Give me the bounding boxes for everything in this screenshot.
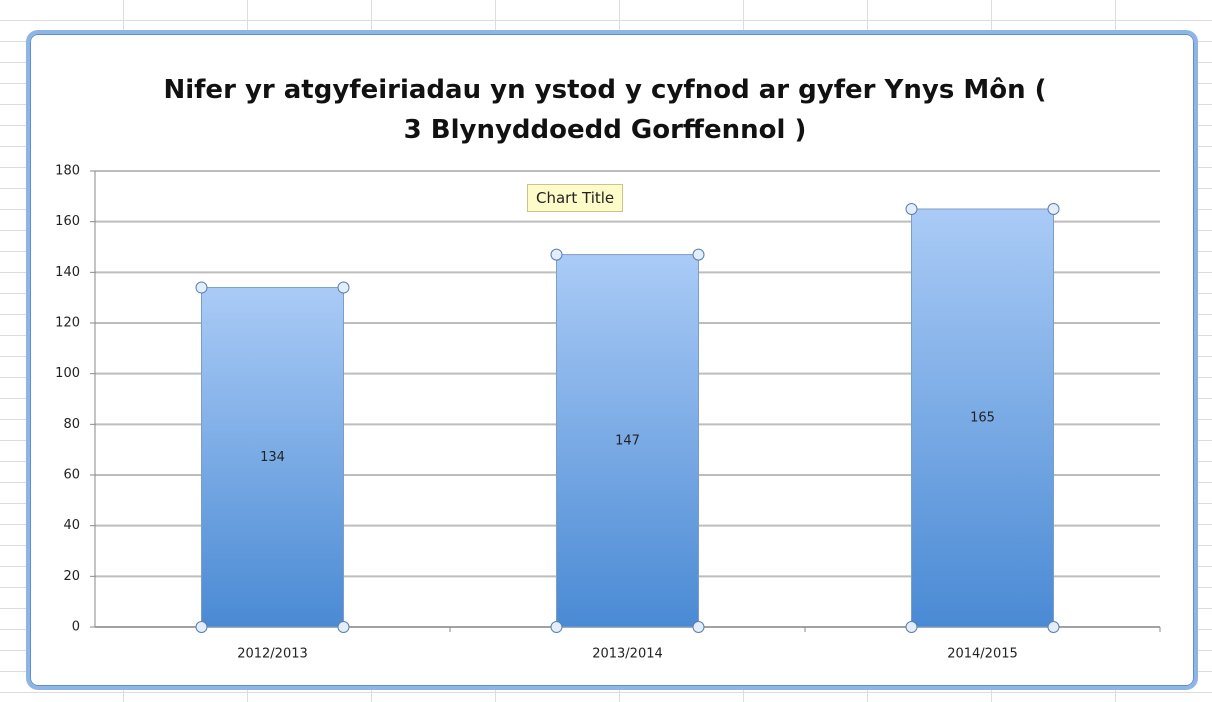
selection-handle — [337, 281, 350, 294]
bar — [556, 254, 699, 628]
selection-handle — [692, 621, 705, 633]
y-tick-label: 60 — [63, 468, 80, 483]
y-tick-label: 140 — [55, 265, 80, 280]
y-tick-label: 160 — [55, 214, 80, 229]
data-label: 134 — [260, 450, 285, 465]
y-tick-label: 100 — [55, 366, 80, 381]
selection-handle — [905, 203, 918, 215]
x-tick-label: 2013/2014 — [592, 647, 663, 662]
selection-handle — [195, 621, 208, 633]
x-tick-label: 2014/2015 — [947, 647, 1018, 662]
y-tick-label: 0 — [72, 620, 80, 635]
selection-handle — [550, 621, 563, 633]
selection-handle — [337, 621, 350, 633]
selection-handle — [1047, 621, 1060, 633]
selection-handle — [692, 248, 705, 261]
selection-handle — [195, 281, 208, 294]
y-tick-label: 40 — [63, 518, 80, 533]
data-label: 147 — [615, 433, 640, 448]
selection-handle — [1047, 203, 1060, 215]
tooltip: Chart Title — [527, 184, 624, 212]
y-tick-label: 120 — [55, 316, 80, 331]
bar — [911, 208, 1054, 628]
selection-handle — [905, 621, 918, 633]
x-tick-label: 2012/2013 — [237, 647, 308, 662]
chart-title: Nifer yr atgyfeiriadau yn ystod y cyfnod… — [163, 75, 1047, 145]
y-tick-label: 180 — [55, 164, 80, 179]
bar — [201, 287, 344, 628]
y-tick-label: 80 — [63, 417, 80, 432]
selection-handle — [550, 248, 563, 261]
y-tick-label: 20 — [63, 569, 80, 584]
data-label: 165 — [970, 411, 995, 426]
